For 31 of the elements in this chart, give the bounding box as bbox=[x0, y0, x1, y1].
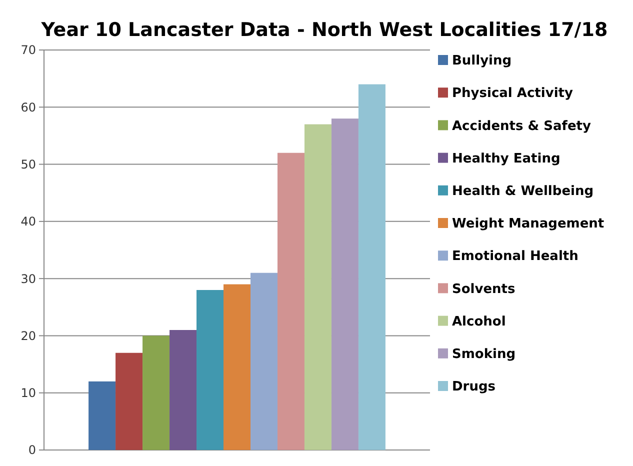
y-tick-label: 20 bbox=[20, 328, 36, 343]
legend-label: Smoking bbox=[452, 346, 516, 362]
legend-label: Drugs bbox=[452, 380, 496, 395]
legend-label: Solvents bbox=[452, 282, 516, 297]
legend-label: Weight Management bbox=[452, 216, 604, 232]
bar bbox=[250, 272, 278, 450]
bar bbox=[116, 352, 143, 450]
legend-label: Physical Activity bbox=[452, 86, 574, 102]
y-tick-label: 70 bbox=[20, 43, 36, 58]
bar bbox=[196, 290, 224, 450]
legend-label: Emotional Health bbox=[452, 249, 578, 264]
legend-label: Alcohol bbox=[452, 314, 506, 330]
bar bbox=[277, 152, 304, 450]
y-tick-label: 60 bbox=[20, 100, 36, 114]
y-tick-label: 30 bbox=[20, 272, 36, 286]
bar bbox=[304, 124, 332, 450]
bar bbox=[142, 336, 170, 450]
bar bbox=[170, 330, 197, 450]
y-tick-label: 40 bbox=[20, 214, 36, 229]
legend-label: Health & Wellbeing bbox=[452, 184, 594, 199]
bar bbox=[224, 284, 250, 450]
y-tick-label: 0 bbox=[28, 443, 36, 458]
bar bbox=[88, 381, 116, 450]
y-tick-label: 50 bbox=[20, 157, 36, 172]
y-tick-label: 10 bbox=[20, 386, 36, 400]
legend-label: Healthy Eating bbox=[452, 151, 560, 166]
bar bbox=[331, 118, 358, 450]
legend-label: Accidents & Safety bbox=[452, 118, 592, 134]
chart-title: Year 10 Lancaster Data - North West Localities 17/18 bbox=[40, 19, 608, 41]
legend-label: Bullying bbox=[452, 54, 512, 69]
bar bbox=[358, 84, 386, 450]
